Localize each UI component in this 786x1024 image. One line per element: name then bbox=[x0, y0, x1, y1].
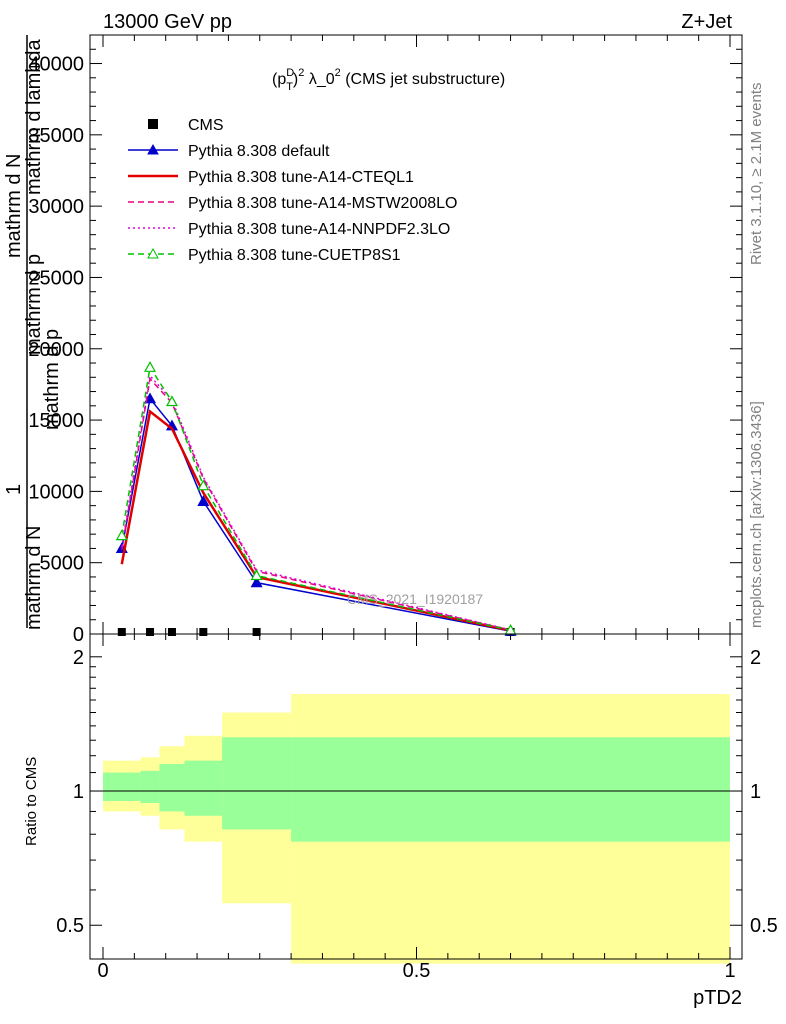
series-marker-1 bbox=[197, 495, 210, 506]
y-tick-label: 20000 bbox=[28, 339, 84, 361]
main-plot-panel: 0 5000 10000 15000 20000 25000 30000 35000 40000… bbox=[3, 34, 743, 646]
ylabel-line-6: 1 bbox=[3, 484, 25, 495]
y-tick-label: 10000 bbox=[28, 481, 84, 503]
cms-data-point bbox=[199, 627, 208, 636]
title-sub-1: T bbox=[286, 81, 293, 93]
legend-item-4: Pythia 8.308 tune-A14-NNPDF2.3LO bbox=[128, 221, 450, 238]
cms-data-point bbox=[252, 627, 261, 636]
uncertainty-band-stat bbox=[159, 763, 185, 812]
ratio-y-tick-label-left: 0.5 bbox=[56, 915, 84, 937]
uncertainty-band-stat bbox=[222, 737, 292, 830]
legend-item-3: Pythia 8.308 tune-A14-MSTW2008LO bbox=[128, 195, 457, 212]
legend-item-2: Pythia 8.308 tune-A14-CTEQL1 bbox=[128, 169, 414, 186]
y-tick-label: 25000 bbox=[28, 267, 84, 289]
title-sup-3: 2 bbox=[335, 67, 341, 79]
legend-label: CMS bbox=[188, 117, 224, 134]
legend-label: Pythia 8.308 tune-A14-MSTW2008LO bbox=[188, 195, 457, 212]
legend-marker bbox=[147, 143, 159, 155]
cms-data-point bbox=[146, 627, 155, 636]
header-energy-label: 13000 GeV pp bbox=[103, 11, 232, 33]
y-tick-label: 5000 bbox=[40, 553, 85, 575]
series-line-2 bbox=[120, 409, 511, 632]
y-tick-label: 40000 bbox=[28, 54, 84, 76]
legend: CMS Pythia 8.308 default Pythia 8.308 tune… bbox=[128, 117, 457, 264]
series-marker-5 bbox=[165, 395, 178, 407]
ylabel-line-3: mathrm d p bbox=[41, 329, 63, 430]
legend-swatch bbox=[148, 119, 158, 129]
y-tick-label: 0 bbox=[73, 624, 84, 646]
svg-text:(pDT)2 λ_02 (CMS jet substruct: (pD T)2 λ_02 (CMS jet substructure) bbox=[272, 67, 505, 93]
uncertainty-band-stat bbox=[103, 772, 141, 801]
plot-title: (pD T)2 λ_02 (CMS jet substructure) bbox=[272, 67, 505, 93]
legend-label: Pythia 8.308 tune-CUETP8S1 bbox=[188, 247, 401, 264]
header-process-label: Z+Jet bbox=[681, 11, 732, 33]
cms-data-point bbox=[117, 627, 126, 636]
legend-item-0: CMS bbox=[148, 117, 224, 134]
ylabel-line-5: mathrm d lambda bbox=[23, 39, 45, 195]
ylabel-line-2: mathrm d p bbox=[23, 254, 45, 355]
title-part-d: (CMS jet substructure) bbox=[341, 71, 505, 88]
x-tick-label: 0 bbox=[97, 960, 108, 982]
series-marker-5 bbox=[144, 361, 157, 372]
series-marker-1 bbox=[250, 576, 263, 588]
legend-item-1: Pythia 8.308 default bbox=[128, 143, 330, 160]
rivet-version-label: Rivet 3.1.10, ≥ 2.1M events bbox=[748, 83, 765, 266]
series-marker-5 bbox=[115, 529, 128, 541]
title-part-c: λ_0 bbox=[304, 71, 334, 88]
title-part-a: (p bbox=[272, 71, 286, 88]
title-sup-2: 2 bbox=[298, 67, 304, 79]
title-part-b: ) bbox=[293, 71, 298, 88]
ylabel-line-1: mathrm d N bbox=[3, 154, 25, 258]
ratio-y-axis-label: Ratio to CMS bbox=[23, 757, 40, 846]
legend-marker bbox=[147, 247, 159, 259]
x-axis-label: pTD2 bbox=[693, 987, 742, 1009]
series-line-1 bbox=[121, 396, 511, 632]
ratio-y-tick-label-left: 1 bbox=[73, 781, 84, 803]
cms-data-point bbox=[167, 627, 176, 636]
ratio-y-tick-label-right: 2 bbox=[750, 647, 761, 669]
series-line-5 bbox=[121, 365, 511, 631]
uncertainty-band-stat bbox=[184, 760, 223, 816]
legend-label: Pythia 8.308 default bbox=[188, 143, 330, 160]
ratio-y-tick-label-left: 2 bbox=[73, 647, 84, 669]
uncertainty-band-stat bbox=[140, 770, 160, 804]
title-sup-1: D bbox=[286, 67, 294, 79]
legend-label: Pythia 8.308 tune-A14-NNPDF2.3LO bbox=[188, 221, 450, 238]
x-tick-label: 1 bbox=[724, 960, 735, 982]
legend-item-5: Pythia 8.308 tune-CUETP8S1 bbox=[128, 247, 401, 264]
x-tick-label: 0.5 bbox=[403, 960, 431, 982]
ratio-plot-panel: 0.5 0.5 1 1 2 2 0 0.5 1 Ratio to CMS pTD2 bbox=[23, 633, 778, 1009]
y-tick-label: 15000 bbox=[28, 410, 84, 432]
legend-label: Pythia 8.308 tune-A14-CTEQL1 bbox=[188, 169, 414, 186]
series-marker-5 bbox=[250, 569, 263, 581]
y-axis-label: mathrm d N mathrm d p mathrm d p mathrm … bbox=[3, 35, 63, 630]
ratio-y-tick-label-right: 1 bbox=[750, 781, 761, 803]
series-marker-5 bbox=[197, 479, 210, 491]
ratio-y-tick-label-right: 0.5 bbox=[750, 915, 778, 937]
ratio-plot-frame bbox=[89, 633, 743, 960]
y-tick-label: 30000 bbox=[28, 196, 84, 218]
mcplots-url-label: mcplots.cern.ch [arXiv:1306.3436] bbox=[748, 401, 765, 628]
uncertainty-band-stat bbox=[291, 737, 730, 842]
watermark-label: CMS_2021_I1920187 bbox=[347, 591, 483, 607]
ylabel-line-4: mathrm d N bbox=[23, 526, 45, 630]
y-tick-label: 35000 bbox=[28, 125, 84, 147]
